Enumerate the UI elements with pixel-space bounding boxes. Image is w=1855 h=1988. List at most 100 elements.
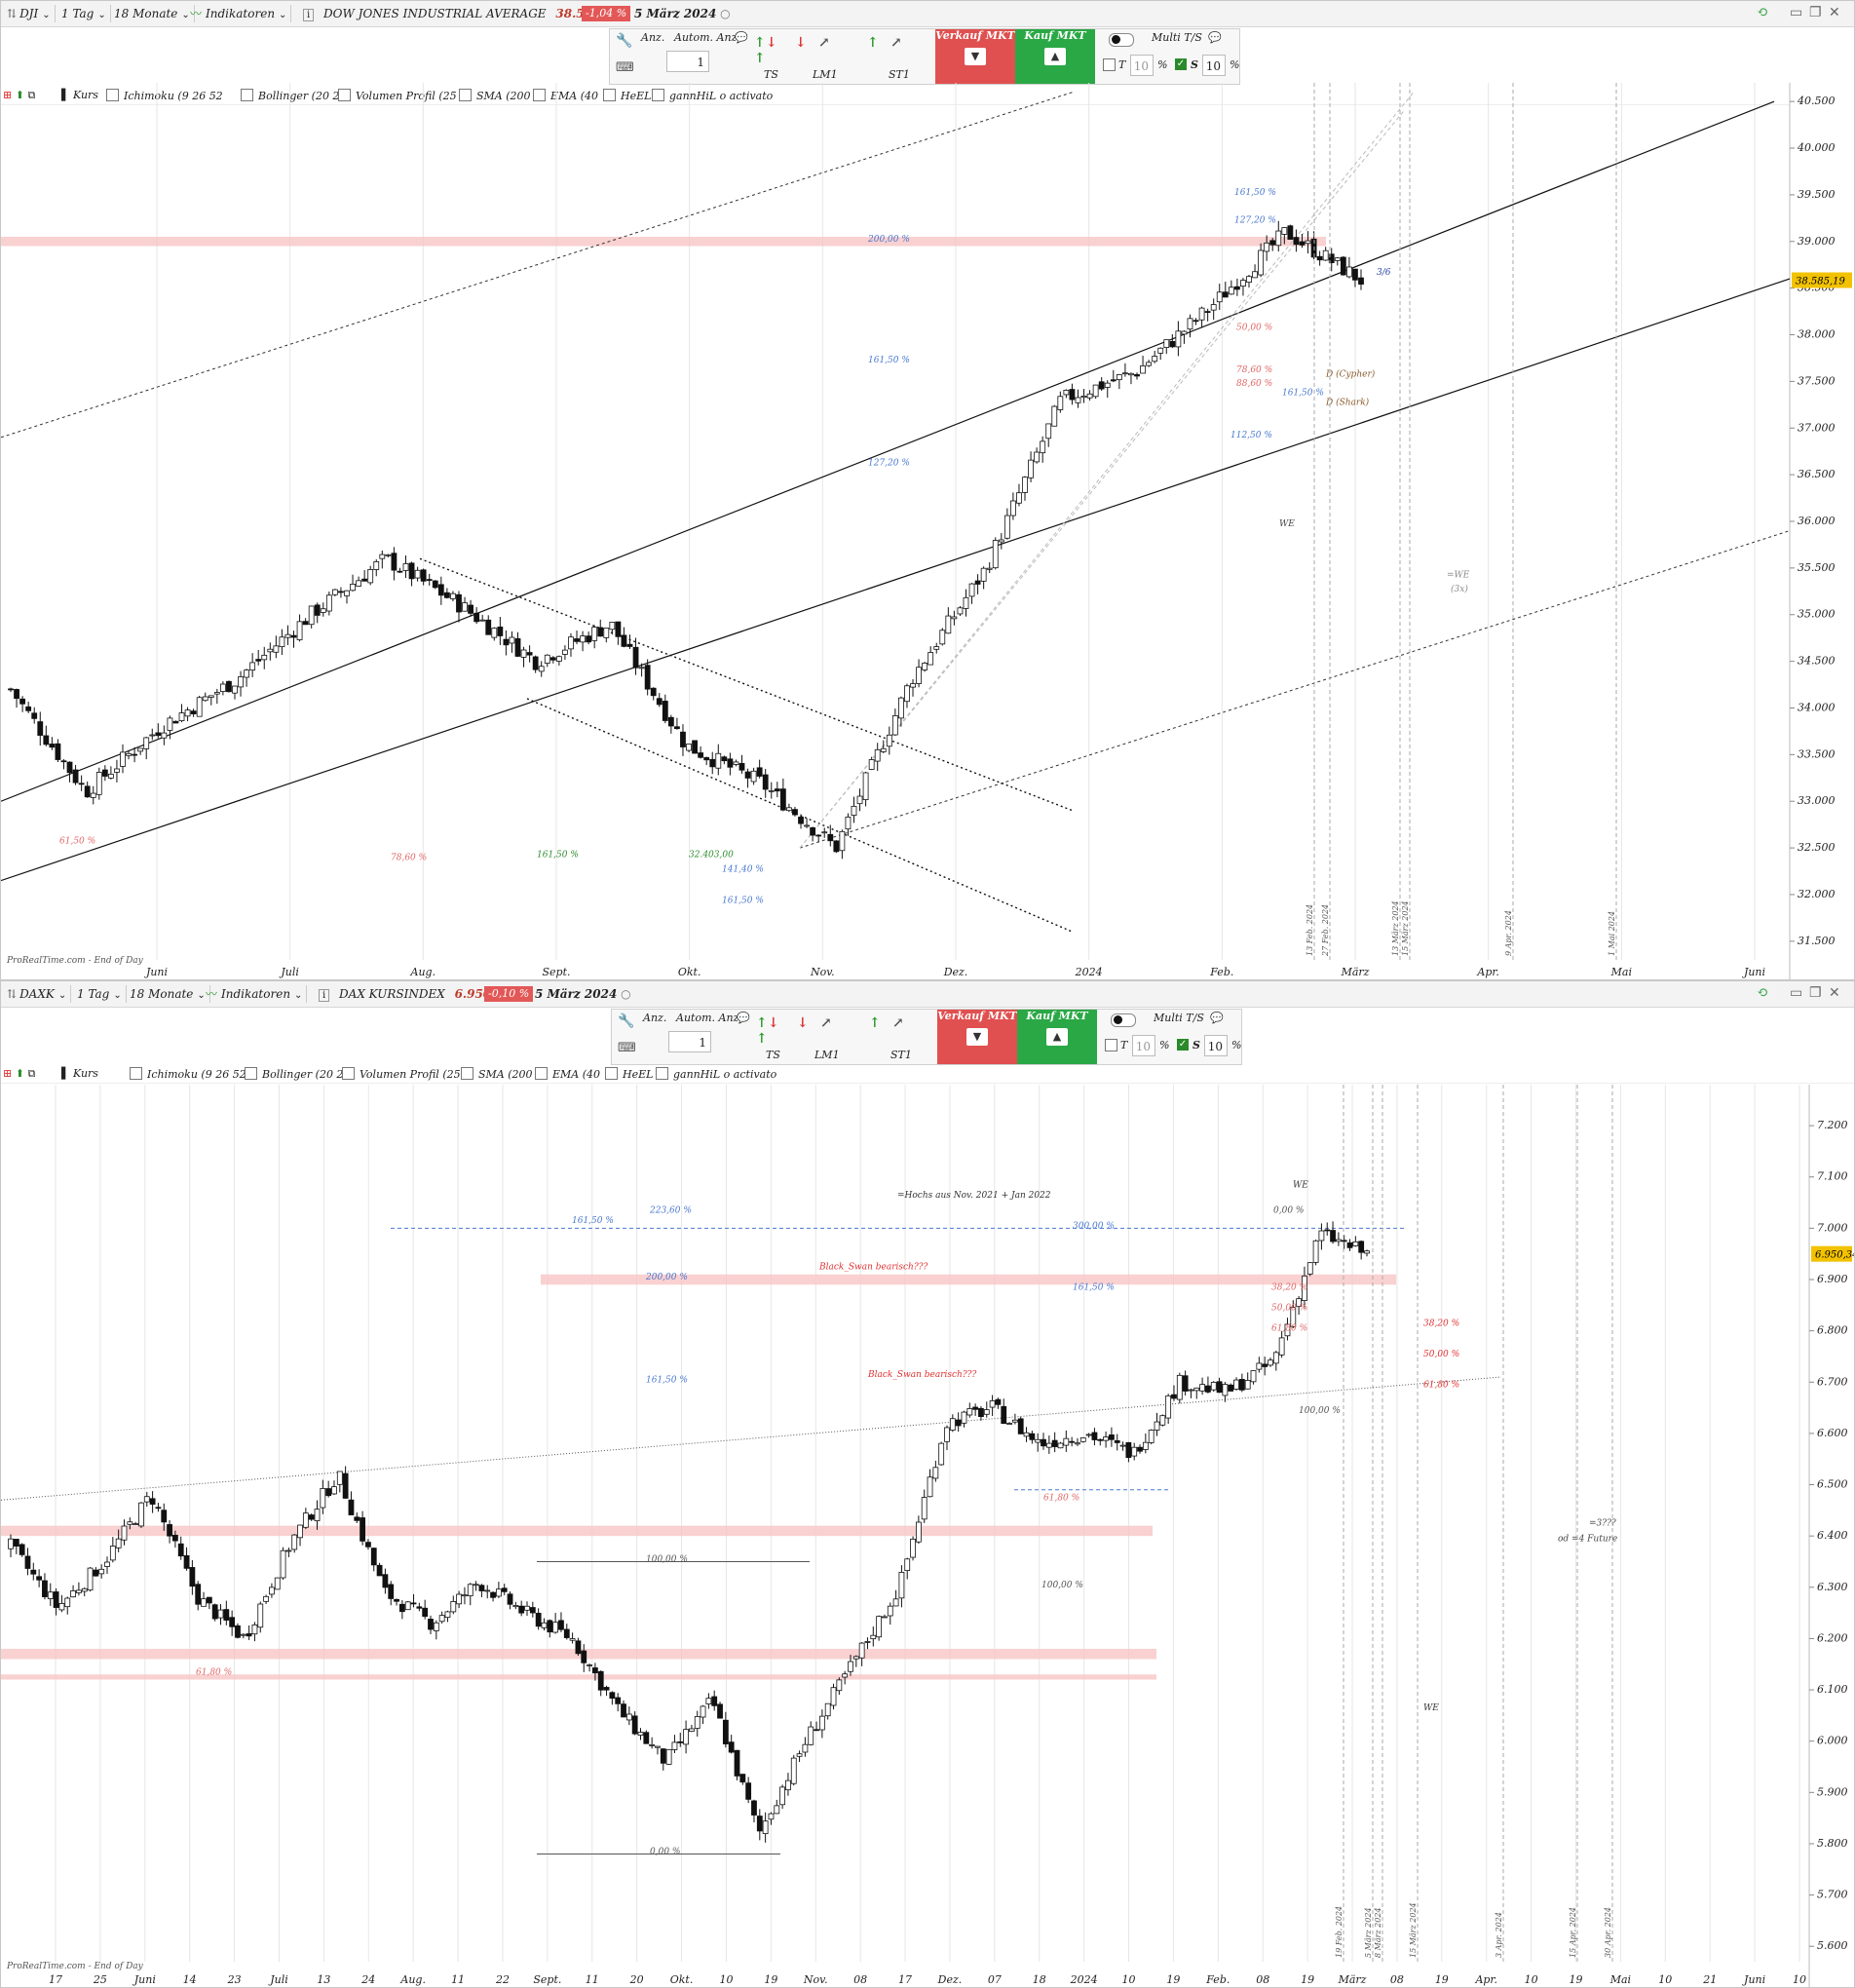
candle-body — [631, 1715, 638, 1735]
candle-body — [95, 772, 102, 795]
st-diag-icon[interactable]: ↗ — [890, 35, 902, 51]
t-checkbox[interactable] — [1103, 58, 1116, 71]
dax-price-chart[interactable]: 5.600 5.700 5.800 5.900 6.000 6.100 6.200 6.300… — [1, 1085, 1854, 1987]
interval-selector[interactable]: 1 Tag ⌄ — [73, 985, 127, 1003]
indicator-ema[interactable]: EMA (40 — [533, 89, 598, 102]
ts-up-icon[interactable]: ↑ — [754, 35, 766, 51]
chart-panel-dji: ⇅ DJI ⌄ 1 Tag ⌄ 18 Monate ⌄ 〰 Indikatoren ⌄ i … — [0, 0, 1855, 980]
ts-down-icon[interactable]: ↓ — [768, 1015, 779, 1031]
close-icon[interactable]: ✕ — [1829, 5, 1840, 20]
indicator-ema[interactable]: EMA (40 — [535, 1067, 600, 1081]
minimize-icon[interactable]: ▭ — [1790, 985, 1803, 1001]
buy-market-button[interactable]: Kauf MKT ▲ — [1017, 1010, 1097, 1064]
x-tick-label: 14 — [183, 1973, 197, 1986]
lm-down-icon[interactable]: ↓ — [797, 1015, 809, 1031]
dji-price-chart[interactable]: 31.500 32.000 32.500 33.000 33.500 34.000 34.5… — [1, 83, 1854, 979]
auto-qty-help-icon[interactable]: 💬 — [735, 31, 748, 44]
qty-input[interactable]: 1 — [668, 1031, 711, 1052]
range-selector[interactable]: 18 Monate ⌄ — [126, 985, 210, 1003]
indicator-kurs[interactable]: ▌ Kurs — [61, 1067, 98, 1080]
multi-toggle[interactable] — [1109, 33, 1134, 47]
y-tick-label: 32.000 — [1798, 888, 1836, 900]
sync-icon[interactable]: ⟲ — [1757, 5, 1768, 20]
multi-help-icon[interactable]: 💬 — [1210, 1012, 1224, 1024]
indicator-gann[interactable]: gannHiL o activato — [652, 89, 773, 102]
symbol-selector[interactable]: ⇅ DAXK ⌄ — [3, 985, 72, 1003]
range-selector[interactable]: 18 Monate ⌄ — [110, 5, 195, 22]
indicator-bollinger[interactable]: Bollinger (20 2 — [245, 1067, 343, 1081]
sell-market-button[interactable]: Verkauf MKT ▼ — [935, 29, 1015, 84]
ts-down-icon[interactable]: ↓ — [766, 35, 777, 51]
multi-help-icon[interactable]: 💬 — [1208, 31, 1222, 44]
candle-body — [1128, 372, 1134, 376]
candle-body — [274, 1577, 281, 1590]
chevron-down-icon: ⌄ — [181, 10, 190, 20]
candle-body — [1275, 230, 1282, 247]
s-checkbox[interactable]: ✓ — [1177, 1039, 1189, 1051]
sync-icon[interactable]: ⟲ — [1757, 985, 1768, 1001]
ts-up2-icon[interactable]: ↑ — [754, 51, 766, 66]
candle-body — [827, 833, 834, 842]
close-icon[interactable]: ✕ — [1829, 985, 1840, 1001]
ts-up2-icon[interactable]: ↑ — [756, 1031, 768, 1047]
t-value-input[interactable]: 10 — [1132, 1035, 1155, 1056]
chevron-down-icon: ⌄ — [197, 990, 206, 1001]
keyboard-icon[interactable]: ⌨ — [616, 60, 634, 75]
sell-market-button[interactable]: Verkauf MKT ▼ — [937, 1010, 1017, 1064]
indicator-volume[interactable]: Volumen Profil (25 — [338, 89, 457, 102]
s-value-input[interactable]: 10 — [1202, 55, 1226, 76]
y-tick-label: 34.000 — [1798, 701, 1836, 713]
candle-body — [127, 1521, 133, 1525]
info-icon[interactable]: i — [319, 989, 330, 1002]
indicator-hel[interactable]: HeEL — [603, 89, 651, 102]
t-checkbox[interactable] — [1105, 1039, 1117, 1051]
candle-body — [974, 580, 981, 585]
keyboard-icon[interactable]: ⌨ — [618, 1041, 636, 1055]
indicator-tools[interactable]: ⊞ ⬆ ⧉ — [3, 1067, 35, 1081]
buy-market-button[interactable]: Kauf MKT ▲ — [1015, 29, 1095, 84]
candle-body — [1210, 304, 1217, 311]
s-checkbox[interactable]: ✓ — [1175, 58, 1187, 70]
candle-body — [904, 1558, 911, 1571]
ts-up-icon[interactable]: ↑ — [756, 1015, 768, 1031]
multi-toggle[interactable] — [1111, 1013, 1136, 1027]
candle-body — [342, 1472, 349, 1499]
st-up-icon[interactable]: ↑ — [869, 1015, 881, 1031]
wrench-icon[interactable]: 🔧 — [616, 33, 633, 49]
minimize-icon[interactable]: ▭ — [1790, 5, 1803, 20]
wrench-icon[interactable]: 🔧 — [618, 1013, 635, 1029]
indicator-hel[interactable]: HeEL — [605, 1067, 653, 1081]
indicators-button[interactable]: 〰 Indikatoren ⌄ — [186, 5, 292, 22]
auto-qty-help-icon[interactable]: 💬 — [737, 1012, 750, 1024]
candle-body — [414, 569, 421, 579]
indicators-button[interactable]: 〰 Indikatoren ⌄ — [202, 985, 308, 1003]
indicator-bollinger[interactable]: Bollinger (20 2 — [241, 89, 339, 102]
candle-body — [1358, 277, 1364, 285]
st-up-icon[interactable]: ↑ — [867, 35, 879, 51]
indicator-kurs[interactable]: ▌ Kurs — [61, 89, 98, 101]
indicator-sma[interactable]: SMA (200 — [461, 1067, 533, 1081]
lm-down-icon[interactable]: ↓ — [795, 35, 807, 51]
indicator-gann[interactable]: gannHiL o activato — [656, 1067, 776, 1081]
interval-selector[interactable]: 1 Tag ⌄ — [57, 5, 111, 22]
restore-icon[interactable]: ❐ — [1809, 5, 1822, 20]
chart-annotation: WE — [1279, 519, 1295, 529]
t-value-input[interactable]: 10 — [1130, 55, 1154, 76]
candle-body — [983, 1409, 990, 1415]
indicator-ichimoku[interactable]: Ichimoku (9 26 52 — [130, 1067, 246, 1081]
lm-diag-icon[interactable]: ↗ — [820, 1015, 832, 1031]
candle-body — [1142, 1441, 1149, 1450]
indicator-volume[interactable]: Volumen Profil (25 — [342, 1067, 461, 1081]
indicator-sma[interactable]: SMA (200 — [459, 89, 531, 102]
s-value-input[interactable]: 10 — [1204, 1035, 1228, 1056]
candle-body — [1063, 390, 1070, 396]
indicator-ichimoku[interactable]: Ichimoku (9 26 52 — [106, 89, 223, 102]
symbol-selector[interactable]: ⇅ DJI ⌄ — [3, 5, 56, 22]
qty-input[interactable]: 1 — [666, 51, 709, 72]
info-icon[interactable]: i — [303, 9, 315, 21]
st-diag-icon[interactable]: ↗ — [892, 1015, 904, 1031]
lm-diag-icon[interactable]: ↗ — [818, 35, 830, 51]
indicator-tools[interactable]: ⊞ ⬆ ⧉ — [3, 89, 35, 102]
restore-icon[interactable]: ❐ — [1809, 985, 1822, 1001]
candle-body — [232, 685, 238, 694]
